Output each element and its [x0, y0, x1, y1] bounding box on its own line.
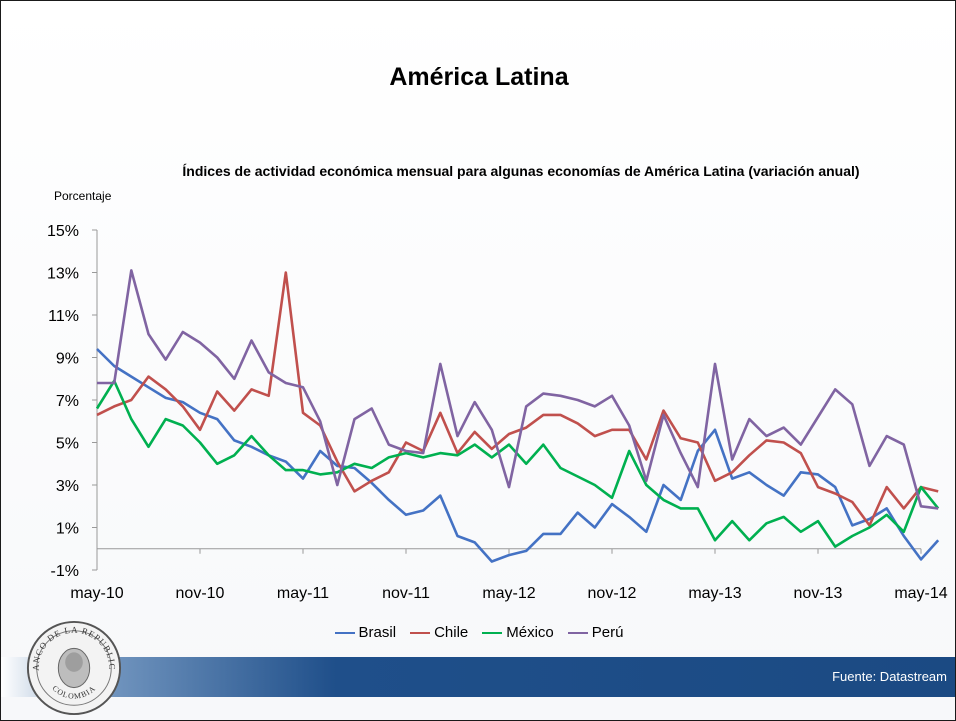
x-tick-label: nov-10 [176, 585, 225, 602]
y-tick-label: 11% [48, 308, 79, 325]
legend-item: Brasil [334, 624, 397, 641]
series-line-perú [97, 269, 939, 510]
y-tick-label: 5% [56, 436, 79, 453]
footer-bar: Fuente: Datastream [1, 657, 955, 697]
x-tick-label: may-12 [482, 585, 535, 602]
y-tick-label: 3% [56, 478, 79, 495]
legend-swatch [567, 631, 588, 634]
legend-swatch [482, 631, 503, 634]
legend-label: México [506, 624, 554, 641]
x-tick-label: may-14 [894, 585, 947, 602]
y-tick-label: -1% [51, 563, 79, 580]
legend-item: Chile [410, 624, 468, 641]
legend-label: Brasil [358, 624, 397, 641]
chart-title: Índices de actividad económica mensual p… [182, 163, 860, 179]
legend-item: Perú [567, 624, 624, 641]
y-tick-label: 9% [56, 351, 79, 368]
series-line-brasil [96, 348, 940, 563]
x-tick-label: nov-13 [794, 585, 843, 602]
legend-label: Chile [434, 624, 469, 641]
x-tick-label: may-13 [688, 585, 741, 602]
x-tick-label: nov-12 [588, 585, 637, 602]
y-tick-label: 7% [56, 393, 79, 410]
x-tick-label: may-10 [70, 585, 123, 602]
source-note: Fuente: Datastream [832, 669, 947, 684]
legend-swatch [334, 631, 355, 634]
x-tick-label: nov-11 [382, 585, 430, 602]
y-tick-label: 13% [47, 266, 79, 283]
series-line-chile [96, 271, 939, 527]
y-axis-label: Porcentaje [54, 189, 112, 203]
y-tick-label: 1% [56, 521, 79, 538]
legend-label: Perú [591, 624, 624, 641]
banco-de-la-republica-seal-logo: BANCO DE LA REPUBLICA COLOMBIA [25, 619, 122, 716]
y-tick-label: 15% [47, 223, 79, 240]
slide-title: América Latina [389, 63, 569, 91]
chart-legend: Brasil Chile México Perú [1, 624, 955, 641]
legend-item: México [482, 624, 554, 641]
legend-swatch [410, 631, 431, 634]
x-tick-label: may-11 [277, 585, 329, 602]
series-line-méxico [95, 379, 940, 548]
